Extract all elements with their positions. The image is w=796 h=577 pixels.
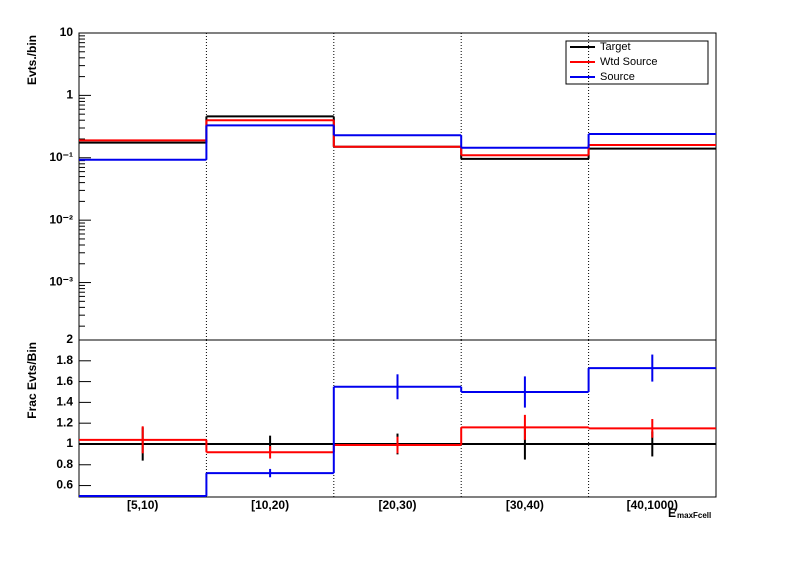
y-tick-label: 1.4 — [56, 395, 73, 409]
y-tick-label: 0.6 — [56, 478, 73, 492]
y-axis-title: Evts./bin — [25, 35, 39, 85]
bottom-frame — [78, 339, 717, 498]
x-axis-title: E — [668, 506, 676, 520]
y-tick-label: 10⁻¹ — [49, 150, 73, 164]
x-axis-title-sub: maxFcell — [677, 511, 711, 520]
y-tick-label: 10⁻² — [49, 212, 73, 226]
y-tick-label: 10 — [60, 25, 74, 39]
y-tick-label: 1.2 — [56, 415, 73, 429]
y-tick-label: 10⁻³ — [49, 275, 73, 289]
x-tick-label: [5,10) — [127, 498, 158, 512]
x-tick-label: [20,30) — [378, 498, 416, 512]
legend-label: Target — [600, 41, 631, 53]
x-tick-label: [40,1000) — [627, 498, 678, 512]
x-tick-label: [10,20) — [251, 498, 289, 512]
y-tick-label: 1 — [66, 436, 73, 450]
legend-label: Source — [600, 71, 635, 83]
y-tick-label: 2 — [66, 332, 73, 346]
y-tick-label: 1.8 — [56, 353, 73, 367]
y-tick-label: 0.8 — [56, 457, 73, 471]
y-tick-label: 1 — [66, 88, 73, 102]
y-tick-label: 1.6 — [56, 374, 73, 388]
x-tick-label: [30,40) — [506, 498, 544, 512]
legend-label: Wtd Source — [600, 56, 657, 68]
y-axis-title: Frac Evts/Bin — [25, 342, 39, 419]
